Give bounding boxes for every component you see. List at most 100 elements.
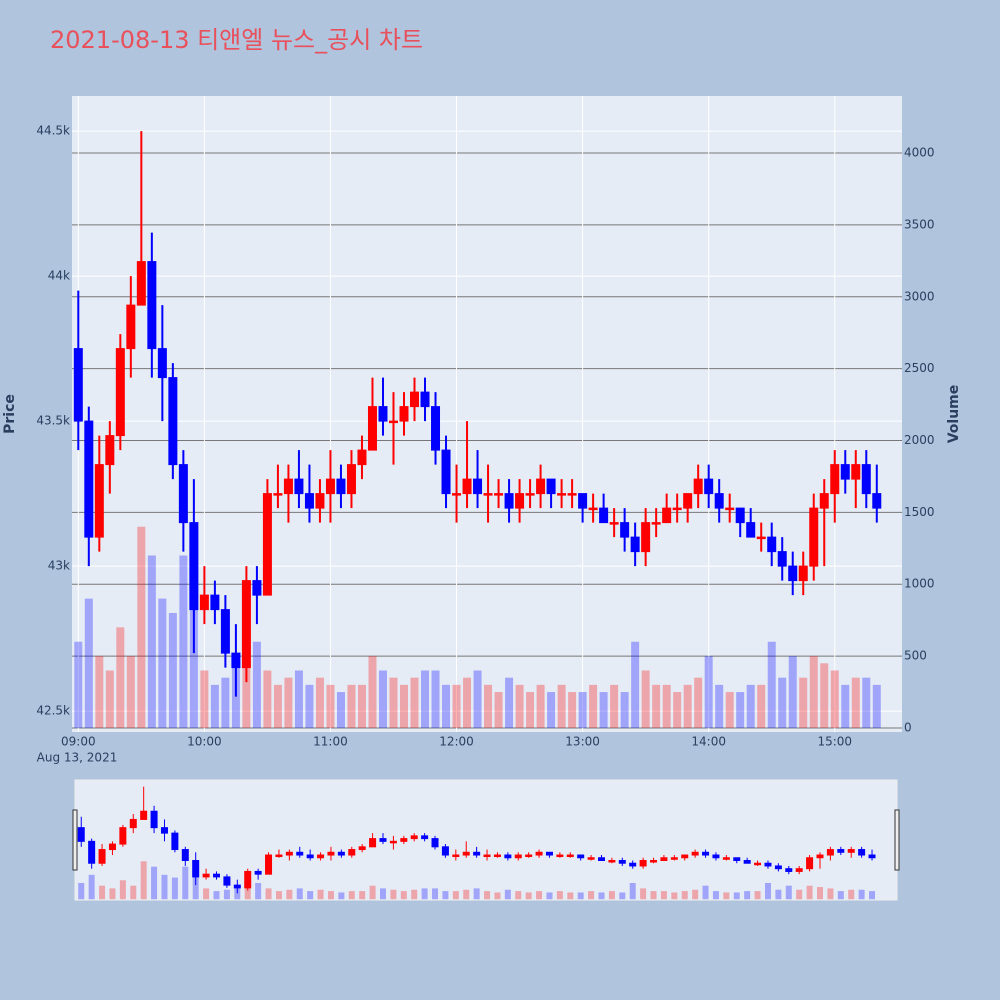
range-slider[interactable]	[74, 779, 898, 901]
candle-body	[858, 849, 866, 856]
candle-body	[294, 478, 304, 495]
y2-tick-label: 2000	[904, 433, 935, 447]
volume-bar	[265, 888, 272, 900]
candle-body	[202, 873, 210, 878]
candle-body	[754, 862, 762, 866]
volume-bar	[494, 892, 501, 900]
candle-body	[608, 859, 616, 863]
volume-bar	[629, 882, 636, 900]
candle-body	[213, 873, 221, 878]
volume-bar	[775, 889, 782, 900]
candle-body	[115, 348, 125, 437]
volume-bar	[368, 656, 377, 728]
candle-body	[767, 536, 777, 553]
plot-area	[72, 96, 902, 732]
candle-body	[189, 522, 199, 611]
candle-body	[178, 464, 188, 524]
candle-body	[483, 854, 491, 858]
volume-bar	[338, 892, 345, 900]
volume-bar	[715, 684, 724, 728]
volume-bar	[785, 885, 792, 900]
volume-bar	[189, 584, 198, 728]
candle-body	[129, 818, 137, 829]
candle-body	[588, 507, 598, 511]
candle-body	[244, 870, 252, 889]
volume-bar	[140, 861, 147, 900]
volume-bar	[673, 692, 682, 728]
volume-bar	[78, 882, 85, 900]
volume-bar	[598, 892, 605, 900]
candle-body	[317, 854, 325, 859]
volume-bar	[515, 684, 524, 728]
y-tick-label: 43k	[48, 559, 70, 573]
candle-body	[441, 846, 449, 856]
volume-bar	[704, 656, 713, 728]
candle-body	[73, 348, 83, 422]
volume-bar	[712, 891, 719, 900]
volume-bar	[567, 892, 574, 900]
y2-tick-label: 2500	[904, 361, 935, 375]
volume-bar	[526, 692, 535, 728]
candle-body	[578, 493, 588, 509]
candle-body	[265, 854, 273, 875]
candle-body	[473, 478, 483, 495]
candle-body	[735, 507, 745, 524]
volume-bar	[203, 888, 210, 900]
volume-bar	[431, 670, 440, 728]
range-handle[interactable]	[72, 809, 78, 871]
volume-bar	[147, 555, 156, 728]
volume-bar	[400, 891, 407, 900]
candle-body	[336, 478, 346, 495]
candle-body	[192, 859, 200, 878]
candle-body	[514, 854, 522, 859]
candle-body	[400, 838, 408, 842]
volume-bar	[557, 684, 566, 728]
volume-bar	[754, 891, 761, 900]
volume-bar	[84, 598, 93, 728]
candle-body	[545, 851, 553, 856]
candle-body	[410, 835, 418, 840]
candle-body	[746, 522, 756, 538]
candle-body	[788, 565, 798, 582]
volume-bar	[837, 891, 844, 900]
y2-tick-label: 0	[904, 720, 912, 734]
volume-bar	[273, 684, 282, 728]
candle-body	[327, 851, 335, 856]
candle-body	[764, 862, 772, 867]
volume-bar	[736, 692, 745, 728]
candle-body	[847, 849, 855, 853]
volume-bar	[369, 885, 376, 900]
candle-body	[171, 832, 179, 851]
volume-bar	[463, 677, 472, 728]
candle-body	[388, 420, 398, 424]
volume-bar	[400, 684, 408, 728]
candle-body	[473, 851, 481, 856]
candle-body	[714, 493, 724, 509]
candle-body	[868, 854, 876, 859]
candle-body	[494, 493, 504, 496]
candle-body	[378, 406, 388, 422]
candle-body	[722, 857, 730, 860]
candle-body	[357, 449, 367, 466]
volume-bar	[588, 891, 595, 900]
volume-bar	[589, 684, 598, 728]
volume-bar	[788, 656, 797, 728]
volume-bar	[252, 641, 261, 728]
volume-bar	[74, 641, 83, 728]
candle-body	[431, 838, 439, 848]
candle-body	[168, 377, 178, 466]
volume-bar	[744, 891, 751, 900]
volume-bar	[764, 882, 771, 900]
volume-bar	[116, 627, 125, 728]
volume-bar	[200, 670, 209, 728]
volume-bar	[378, 670, 387, 728]
volume-bar	[179, 555, 188, 728]
candle-body	[210, 594, 220, 611]
range-handle[interactable]	[894, 809, 900, 871]
candle-body	[651, 522, 661, 525]
volume-bar	[317, 889, 324, 900]
candle-body	[136, 261, 146, 306]
volume-bar	[851, 677, 860, 728]
candle-body	[98, 849, 106, 864]
